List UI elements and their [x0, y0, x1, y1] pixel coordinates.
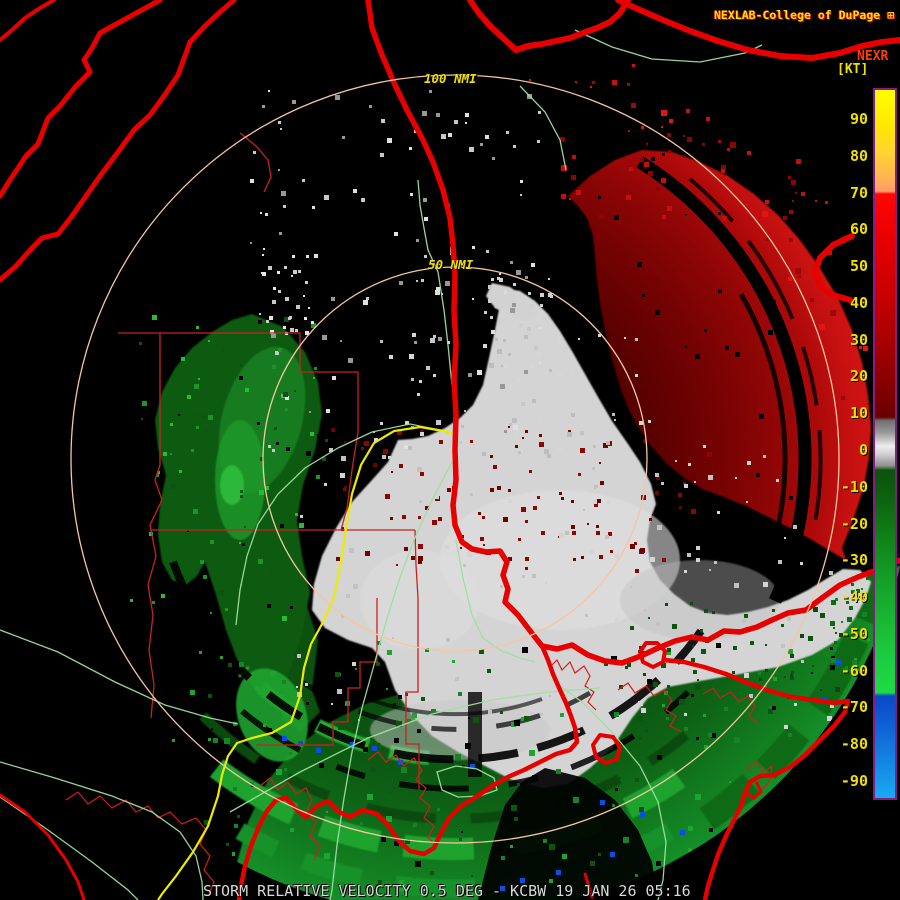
coast-hook-stub: [743, 781, 763, 800]
river-border-southwest: [236, 643, 580, 900]
black-arc-layer: [166, 156, 823, 900]
border-top-right: [615, 0, 900, 61]
colorbar-tick: 0: [858, 441, 868, 459]
border-nw-diagonal1: [0, 0, 163, 199]
coast-bottom-left: [0, 793, 86, 900]
island-loop1: [591, 733, 622, 765]
colorbar-tick: 20: [849, 367, 868, 385]
shoreline-squiggle: [548, 658, 597, 711]
range-ring-100nmi: [70, 74, 840, 844]
county-line: [256, 598, 378, 746]
road-line: [0, 761, 204, 900]
colorbar-tick: 80: [849, 147, 868, 165]
black-arc-ne-inner: [738, 292, 788, 573]
black-strip-south: [468, 692, 482, 777]
velocity-bright-arc1: [196, 749, 686, 861]
interstate-highway-line: [157, 425, 456, 900]
range-ring-layer: [70, 74, 840, 844]
range-ring-50nmi: [262, 266, 648, 652]
county-line: [239, 132, 272, 193]
colorbar-tick: -10: [840, 478, 868, 496]
brand-text: NEXLAB-College of DuPage: [714, 8, 881, 22]
range-ring-label-50nmi: 50 NMI: [428, 257, 474, 272]
road-line: [455, 539, 536, 663]
shoreline-squiggle: [617, 682, 683, 733]
coast-east-descent: [702, 698, 851, 900]
island-loop2: [638, 641, 667, 669]
colorbar-tick: -60: [840, 662, 868, 680]
velocity-field-layer: [155, 150, 900, 900]
brand-title: NEXLAB-College of DuPage ⊞: [714, 8, 894, 22]
colorbar-tick: -40: [840, 588, 868, 606]
county-line: [118, 332, 359, 531]
velocity-colorbar: [873, 88, 897, 800]
colorbar-tick: -70: [840, 698, 868, 716]
road-loop: [436, 765, 498, 798]
shoreline-squiggle: [367, 751, 439, 847]
colorbar-tick: 50: [849, 257, 868, 275]
black-arc-ne-outer: [688, 177, 823, 524]
gray-light-patch1: [440, 490, 680, 630]
colorbar-tick: 30: [849, 331, 868, 349]
colorbar-tick: -90: [840, 772, 868, 790]
shoreline-squiggle: [745, 761, 773, 801]
border-v-notch-top: [467, 0, 631, 53]
shoreline-squiggle: [702, 687, 759, 725]
road-line: [229, 687, 601, 813]
scale-units-label: [KT]: [837, 62, 869, 77]
colorbar-tick: -20: [840, 515, 868, 533]
colorbar-tick: 10: [849, 404, 868, 422]
gray-dark-patch1: [620, 560, 780, 640]
velocity-green-bright-spot: [220, 465, 244, 505]
colorbar-tick: -50: [840, 625, 868, 643]
velocity-zero-white-pocket: [486, 283, 536, 322]
product-status-bar: STORM RELATIVE VELOCITY 0.5 DEG - KCBW 1…: [203, 882, 691, 900]
colorbar-tick: -30: [840, 551, 868, 569]
road-line: [0, 629, 239, 725]
road-line: [519, 85, 567, 171]
range-ring-label-100nmi: 100 NMI: [424, 71, 477, 86]
road-line: [329, 461, 453, 900]
black-arc-south1: [169, 560, 705, 764]
colorbar-tick: 70: [849, 184, 868, 202]
brand-logo-glyph: ⊞: [887, 8, 895, 22]
gray-light-patch2: [360, 550, 480, 650]
road-line: [417, 179, 453, 386]
coast-east-horizontal: [661, 657, 851, 706]
road-line: [235, 423, 451, 626]
shoreline-squiggle: [259, 777, 321, 861]
border-hook-east: [812, 233, 855, 303]
road-line: [551, 679, 667, 900]
county-border-layer: [118, 132, 420, 790]
velocity-dark-arc: [175, 686, 690, 824]
black-wedge-south: [478, 768, 658, 900]
black-arc-south3: [279, 664, 592, 732]
county-line: [147, 333, 163, 719]
velocity-outbound-ne-mass: [568, 150, 871, 560]
velocity-edge-streaks: [699, 569, 893, 830]
border-nw-diagonal2: [0, 0, 237, 283]
red-slash-bottom: [583, 872, 594, 899]
colorbar-tick: 40: [849, 294, 868, 312]
border-nw-corner: [0, 0, 56, 42]
colorbar-tick: 60: [849, 220, 868, 238]
black-arc-south4: [346, 688, 543, 717]
border-canada-us-main: [365, 0, 900, 666]
black-arc-ne-main: [636, 156, 812, 604]
black-arc-south2: [166, 622, 691, 792]
product-scale-title: NEXR: [857, 49, 889, 64]
shoreline-squiggle: [65, 791, 215, 897]
county-line: [405, 529, 420, 790]
colorbar-tick: 90: [849, 110, 868, 128]
shoreline-detail-layer: [65, 658, 773, 897]
colorbar-tick: -80: [840, 735, 868, 753]
